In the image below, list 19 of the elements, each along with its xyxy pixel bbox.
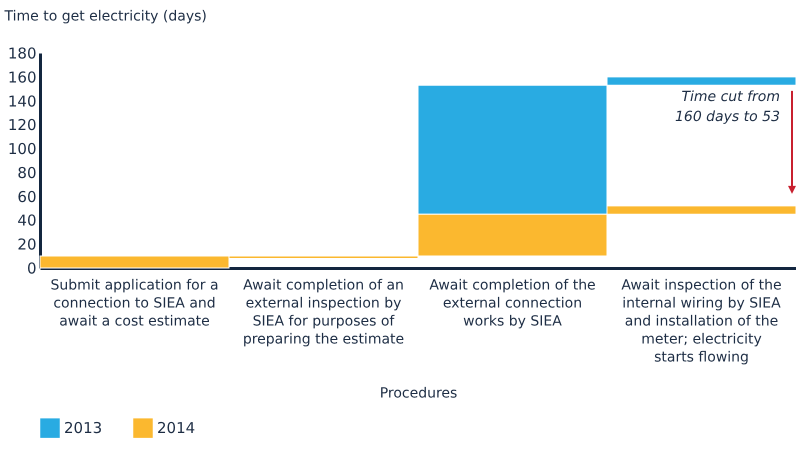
x-tick-label: Await completion of an external inspection by SIEA for purposes of preparing the estimate: [242, 278, 404, 348]
y-tick-label: 140: [8, 92, 36, 110]
y-tick-label: 60: [17, 188, 36, 206]
x-tick-label: Await completion of the external connection works by SIEA: [429, 278, 596, 330]
y-tick-label: 0: [26, 260, 36, 278]
legend-label: 2014: [157, 419, 196, 438]
y-tick-label: 80: [17, 164, 36, 182]
x-tick-label: Submit application for a connection to SIEA and await a cost estimate: [50, 278, 219, 330]
annotation: Time cut from 160 days to 53: [675, 88, 780, 125]
legend-label: 2013: [64, 419, 102, 438]
y-axis-title: Time to get electricity (days): [4, 8, 207, 24]
y-tick-label: 160: [8, 68, 36, 86]
x-tick-label: Await inspection of the internal wiring by SIEA and installation of the meter; electricity starts flowing: [621, 278, 782, 366]
y-tick-label: 100: [8, 140, 36, 158]
y-tick-label: 180: [8, 44, 36, 62]
y-tick-label: 40: [17, 212, 36, 230]
y-tick-label: 120: [8, 116, 36, 134]
y-tick-label: 20: [17, 236, 36, 254]
x-axis-title: Procedures: [380, 386, 458, 402]
